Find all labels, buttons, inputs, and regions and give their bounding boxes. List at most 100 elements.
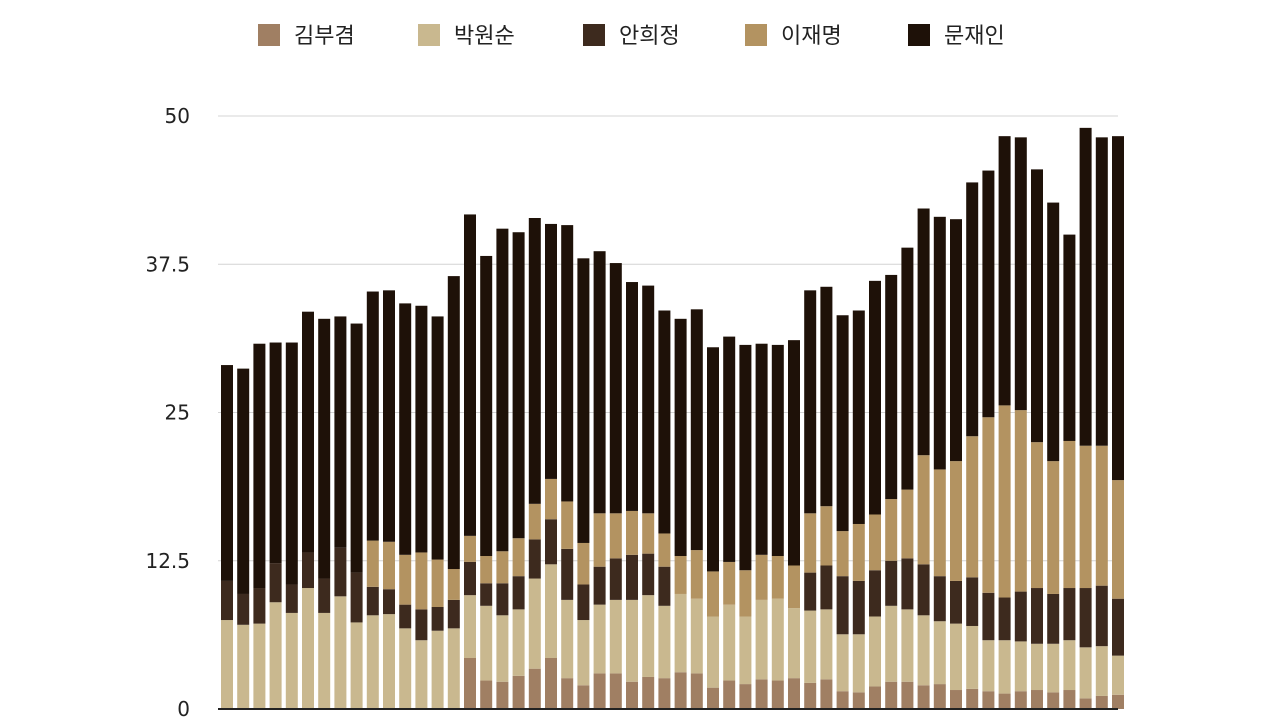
bar-segment [447, 276, 460, 570]
legend-swatch [583, 24, 605, 46]
bar-segment [982, 592, 995, 641]
bar-segment [545, 658, 557, 709]
bar-stack [755, 343, 768, 709]
bar-stack [237, 368, 250, 709]
bar-stack [334, 316, 347, 709]
bar-segment [1063, 588, 1076, 641]
bar-stack [480, 255, 493, 709]
bar-segment [674, 672, 687, 709]
legend-label: 안희정 [619, 24, 680, 49]
bar-segment [318, 578, 331, 613]
bar-segment [545, 223, 557, 479]
bar-segment [334, 316, 347, 548]
legend-swatch [908, 24, 930, 46]
bar-stack [658, 310, 671, 709]
bar-segment [982, 170, 995, 418]
bar-segment [545, 478, 557, 520]
bar-segment [1014, 410, 1027, 592]
bar-segment [998, 405, 1011, 598]
bar-segment [869, 616, 881, 687]
bar-segment [852, 692, 865, 709]
bar-segment [885, 681, 898, 709]
bar-segment [593, 513, 606, 567]
bar-stack [917, 208, 930, 709]
bar-segment [707, 347, 719, 572]
bar-segment [771, 598, 784, 681]
bar-segment [237, 593, 250, 625]
bar-segment [577, 584, 590, 621]
bar-stack [464, 214, 476, 709]
bar-segment [528, 578, 541, 669]
bar-segment [804, 513, 817, 573]
bar-segment [318, 318, 331, 579]
bar-stack [966, 182, 979, 709]
bar-stack [221, 365, 233, 709]
bar-segment [885, 560, 898, 606]
bar-segment [658, 533, 671, 567]
bar-segment [982, 640, 995, 692]
bar-segment [383, 541, 395, 590]
bar-stack [707, 347, 719, 709]
bar-segment [512, 609, 525, 676]
bar-segment [1063, 640, 1076, 691]
bar-segment [950, 623, 962, 691]
bar-segment [415, 609, 428, 641]
bar-segment [1112, 655, 1124, 695]
bar-stack [771, 344, 784, 709]
bar-segment [480, 605, 493, 681]
bar-segment [399, 303, 412, 555]
bar-segment [528, 668, 541, 709]
legend-item: 김부겸 [258, 24, 355, 49]
bar-segment [577, 685, 590, 709]
bar-segment [998, 640, 1011, 694]
bar-stack [318, 318, 331, 709]
bar-stack [869, 280, 881, 709]
bar-segment [350, 572, 363, 623]
bar-segment [383, 290, 395, 542]
bar-segment [674, 593, 687, 673]
bar-stack [1031, 169, 1043, 709]
bar-segment [1095, 646, 1108, 696]
bar-segment [447, 569, 460, 600]
bar-segment [739, 570, 752, 617]
bar-segment [383, 589, 395, 615]
bar-segment [674, 318, 687, 557]
bar-stack [690, 309, 703, 709]
y-tick-label: 12.5 [145, 549, 190, 573]
bar-stack [1014, 137, 1027, 709]
bar-segment [869, 280, 881, 515]
bar-segment [269, 602, 282, 709]
bar-segment [917, 685, 930, 709]
bar-segment [545, 519, 557, 565]
bar-segment [1047, 461, 1060, 594]
bar-segment [399, 628, 412, 709]
bar-segment [593, 251, 606, 514]
bar-segment [852, 580, 865, 635]
bar-segment [221, 580, 233, 621]
bar-stack [350, 323, 363, 709]
bar-segment [966, 625, 979, 689]
legend-swatch [258, 24, 280, 46]
bar-segment [253, 623, 266, 709]
bar-segment [820, 679, 833, 709]
bar-segment [739, 684, 752, 709]
bar-segment [496, 228, 509, 552]
bar-stack [447, 276, 460, 709]
bar-stack [1063, 234, 1076, 709]
bar-segment [561, 501, 574, 549]
bar-stack [950, 219, 962, 709]
bar-segment [804, 610, 817, 683]
bar-segment [577, 258, 590, 543]
bar-segment [966, 182, 979, 437]
bar-segment [318, 612, 331, 709]
bar-segment [869, 686, 881, 709]
bar-segment [1063, 690, 1076, 709]
bar-segment [820, 506, 833, 566]
bar-stack [788, 340, 800, 709]
bar-segment [852, 310, 865, 524]
bar-segment [917, 615, 930, 686]
bar-segment [609, 513, 622, 559]
bar-segment [415, 305, 428, 553]
bar-segment [707, 616, 719, 688]
